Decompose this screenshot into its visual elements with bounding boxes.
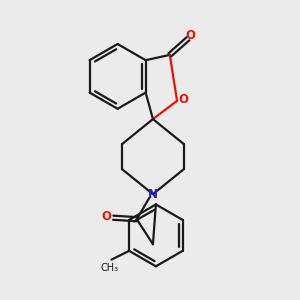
Text: O: O: [185, 29, 195, 42]
Text: O: O: [178, 93, 189, 106]
Text: O: O: [102, 210, 112, 223]
Text: N: N: [148, 188, 158, 201]
Text: CH₃: CH₃: [101, 262, 119, 273]
